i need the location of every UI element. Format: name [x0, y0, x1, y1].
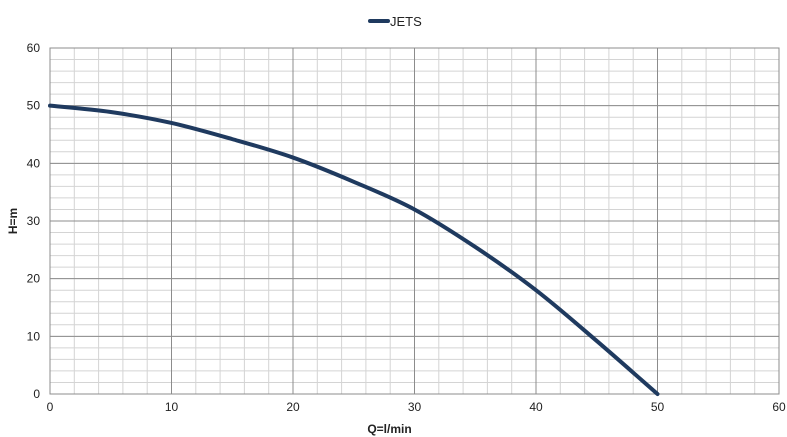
- y-tick-labels: 0 10 20 30 40 50 60: [27, 41, 41, 401]
- x-axis-title: Q=l/min: [367, 422, 411, 436]
- y-tick-label: 50: [27, 99, 41, 113]
- legend: JETS: [368, 14, 422, 29]
- x-tick-label: 0: [47, 400, 54, 414]
- major-grid: [49, 47, 780, 395]
- x-tick-label: 20: [286, 400, 300, 414]
- plot-frame: [49, 47, 780, 395]
- y-tick-label: 0: [33, 387, 40, 401]
- x-tick-label: 10: [165, 400, 179, 414]
- x-tick-labels: 0 10 20 30 40 50 60: [47, 400, 786, 414]
- x-tick-label: 30: [408, 400, 422, 414]
- x-tick-label: 60: [772, 400, 786, 414]
- x-tick-label: 40: [529, 400, 543, 414]
- series-layer: [48, 103, 660, 396]
- x-tick-label: 50: [651, 400, 665, 414]
- y-tick-label: 60: [27, 41, 41, 55]
- y-tick-label: 40: [27, 156, 41, 170]
- series-line-jets: [48, 103, 660, 396]
- y-tick-label: 30: [27, 214, 41, 228]
- y-tick-label: 20: [27, 272, 41, 286]
- y-tick-label: 10: [27, 329, 41, 343]
- legend-label-jets: JETS: [390, 14, 422, 29]
- y-axis-title: H=m: [6, 208, 20, 234]
